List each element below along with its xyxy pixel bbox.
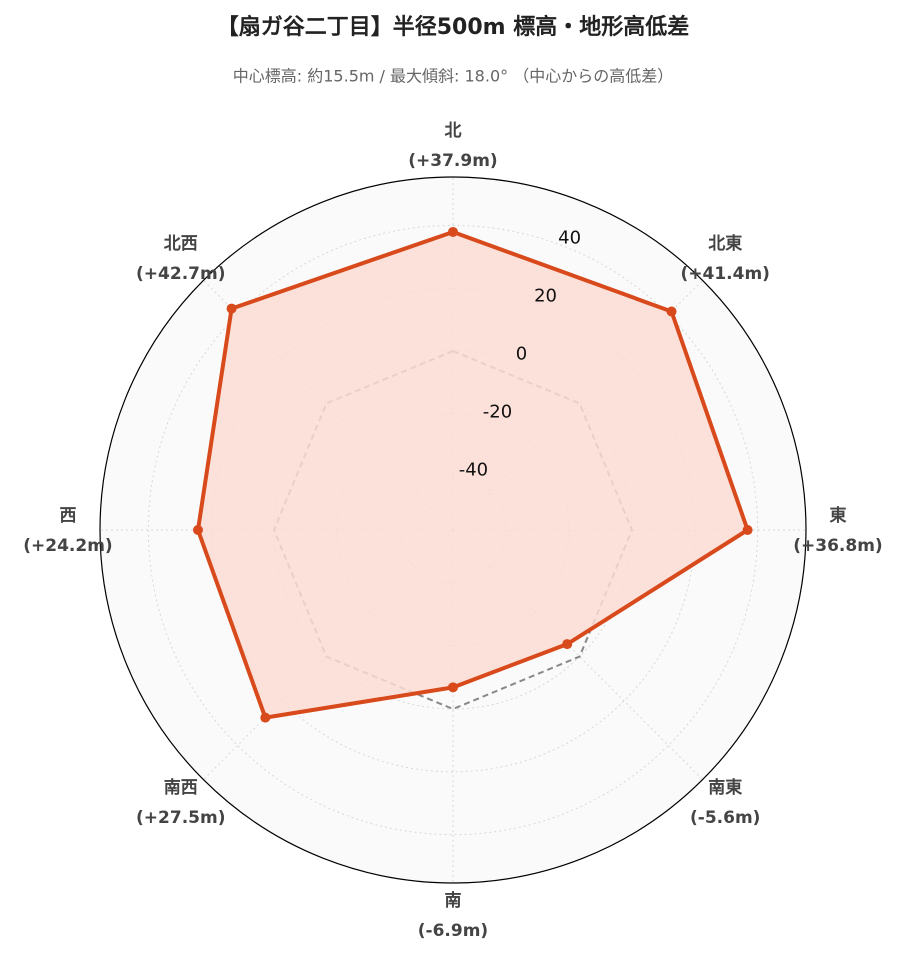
point [226,303,237,314]
category-label: 西 [60,506,77,526]
value-label: (+42.7m) [136,264,225,284]
point [448,226,458,237]
category-label: 南東 [708,777,742,798]
category-label: 北東 [708,233,742,254]
plot-border [99,176,807,884]
value-label: (-6.9m) [418,921,488,941]
point [562,639,573,650]
category-label: 東 [830,505,847,526]
point [742,525,753,535]
r-tick-label: -40 [459,460,488,481]
value-label: (+24.2m) [23,536,112,556]
point [260,712,271,723]
r-tick-label: 40 [558,228,581,249]
category-label: 北西 [164,234,198,254]
value-label: (-5.6m) [690,808,760,828]
point [666,306,677,317]
value-label: (+27.5m) [136,808,225,828]
category-label: 南 [445,890,462,911]
category-label: 北 [445,121,462,141]
grid-spoke [452,529,703,780]
r-tick-label: -20 [483,402,512,423]
value-label: (+36.8m) [793,536,882,556]
point [448,682,458,693]
grid-circle [147,224,759,836]
value-label: (+37.9m) [408,151,497,171]
r-tick-label: 0 [516,344,527,365]
point [192,525,203,535]
value-label: (+41.4m) [681,264,770,284]
chart-title: 【扇ガ谷二丁目】半径500m 標高・地形高低差 [217,14,690,40]
category-label: 南西 [164,777,198,798]
r-tick-label: 20 [534,286,557,307]
chart-subtitle: 中心標高: 約15.5m / 最大傾斜: 18.0° （中心からの高低差） [233,67,673,86]
